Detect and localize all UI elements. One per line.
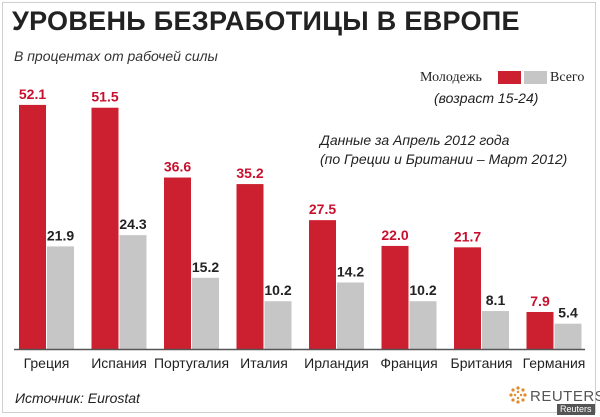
bar-youth <box>19 104 46 349</box>
value-label-total: 10.2 <box>409 282 436 298</box>
bar-youth <box>381 245 409 349</box>
legend-swatch-youth <box>498 71 521 84</box>
chart-frame <box>2 2 596 413</box>
value-label-total: 8.1 <box>486 292 506 308</box>
value-label-youth: 27.5 <box>309 201 336 217</box>
bar-youth <box>526 311 554 349</box>
chart-title: УРОВЕНЬ БЕЗРАБОТИЦЫ В ЕВРОПЕ <box>12 6 520 36</box>
value-label-total: 14.2 <box>337 263 364 279</box>
bar-youth <box>236 184 264 349</box>
bar-total <box>554 323 582 349</box>
value-label-youth: 51.5 <box>91 89 118 105</box>
reuters-watermark: Reuters <box>557 404 595 415</box>
bar-youth <box>309 220 336 349</box>
legend-age-note: (возраст 15-24) <box>434 90 539 106</box>
bar-youth <box>454 247 481 349</box>
value-label-youth: 36.6 <box>164 159 191 175</box>
category-label: Германия <box>523 355 586 371</box>
data-date-note: Данные за Апрель 2012 года (по Греции и … <box>320 131 567 169</box>
data-date-note-line-1: Данные за Апрель 2012 года <box>320 132 510 148</box>
data-date-note-line-2: (по Греции и Британии – Март 2012) <box>320 151 568 167</box>
bar-total <box>119 235 147 349</box>
chart-subtitle: В процентах от рабочей силы <box>14 48 218 64</box>
reuters-logo-icon <box>509 386 527 404</box>
legend-label-total: Всего <box>550 70 585 85</box>
value-label-youth: 22.0 <box>381 227 408 243</box>
value-label-total: 21.9 <box>47 227 74 243</box>
value-label-total: 15.2 <box>192 259 219 275</box>
value-label-total: 5.4 <box>558 305 578 321</box>
bar-total <box>482 311 509 349</box>
value-label-youth: 7.9 <box>530 293 550 309</box>
category-label: Британия <box>451 355 513 371</box>
category-label: Ирландия <box>304 355 369 371</box>
bar-total <box>192 277 219 349</box>
category-label: Греция <box>24 355 70 371</box>
reuters-logo-text: REUTERS <box>530 388 600 405</box>
category-label: Италия <box>240 355 288 371</box>
legend-swatch-total <box>524 71 547 84</box>
value-label-total: 10.2 <box>264 282 291 298</box>
category-label: Франция <box>380 355 437 371</box>
value-label-youth: 35.2 <box>236 165 263 181</box>
value-label-youth: 52.1 <box>19 86 46 102</box>
bar-total <box>409 301 437 349</box>
source-note: Источник: Eurostat <box>15 390 140 406</box>
legend-label-youth: Молодежь <box>420 70 482 85</box>
bar-total <box>337 282 364 349</box>
bar-total <box>264 301 292 349</box>
category-label: Испания <box>91 355 147 371</box>
value-label-total: 24.3 <box>119 216 146 232</box>
category-label: Португалия <box>154 355 229 371</box>
bar-youth <box>91 107 119 350</box>
value-label-youth: 21.7 <box>454 228 481 244</box>
bar-total <box>47 246 74 349</box>
bar-youth <box>164 177 191 349</box>
